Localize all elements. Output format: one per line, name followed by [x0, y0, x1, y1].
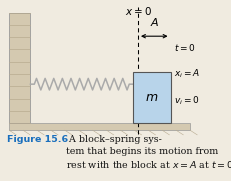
Text: A block–spring sys-
tem that begins its motion from
rest with the block at $x = : A block–spring sys- tem that begins its …: [66, 135, 231, 170]
Bar: [9, 13, 30, 123]
Text: $v_i = 0$: $v_i = 0$: [173, 94, 199, 107]
Text: $x_i = A$: $x_i = A$: [173, 68, 199, 81]
Text: Figure 15.6: Figure 15.6: [7, 135, 68, 144]
Bar: [9, 123, 189, 130]
Bar: [133, 72, 170, 123]
Text: $m$: $m$: [145, 91, 158, 104]
Text: $t = 0$: $t = 0$: [173, 42, 195, 52]
Text: $x = 0$: $x = 0$: [124, 5, 151, 16]
Text: $A$: $A$: [149, 16, 158, 28]
